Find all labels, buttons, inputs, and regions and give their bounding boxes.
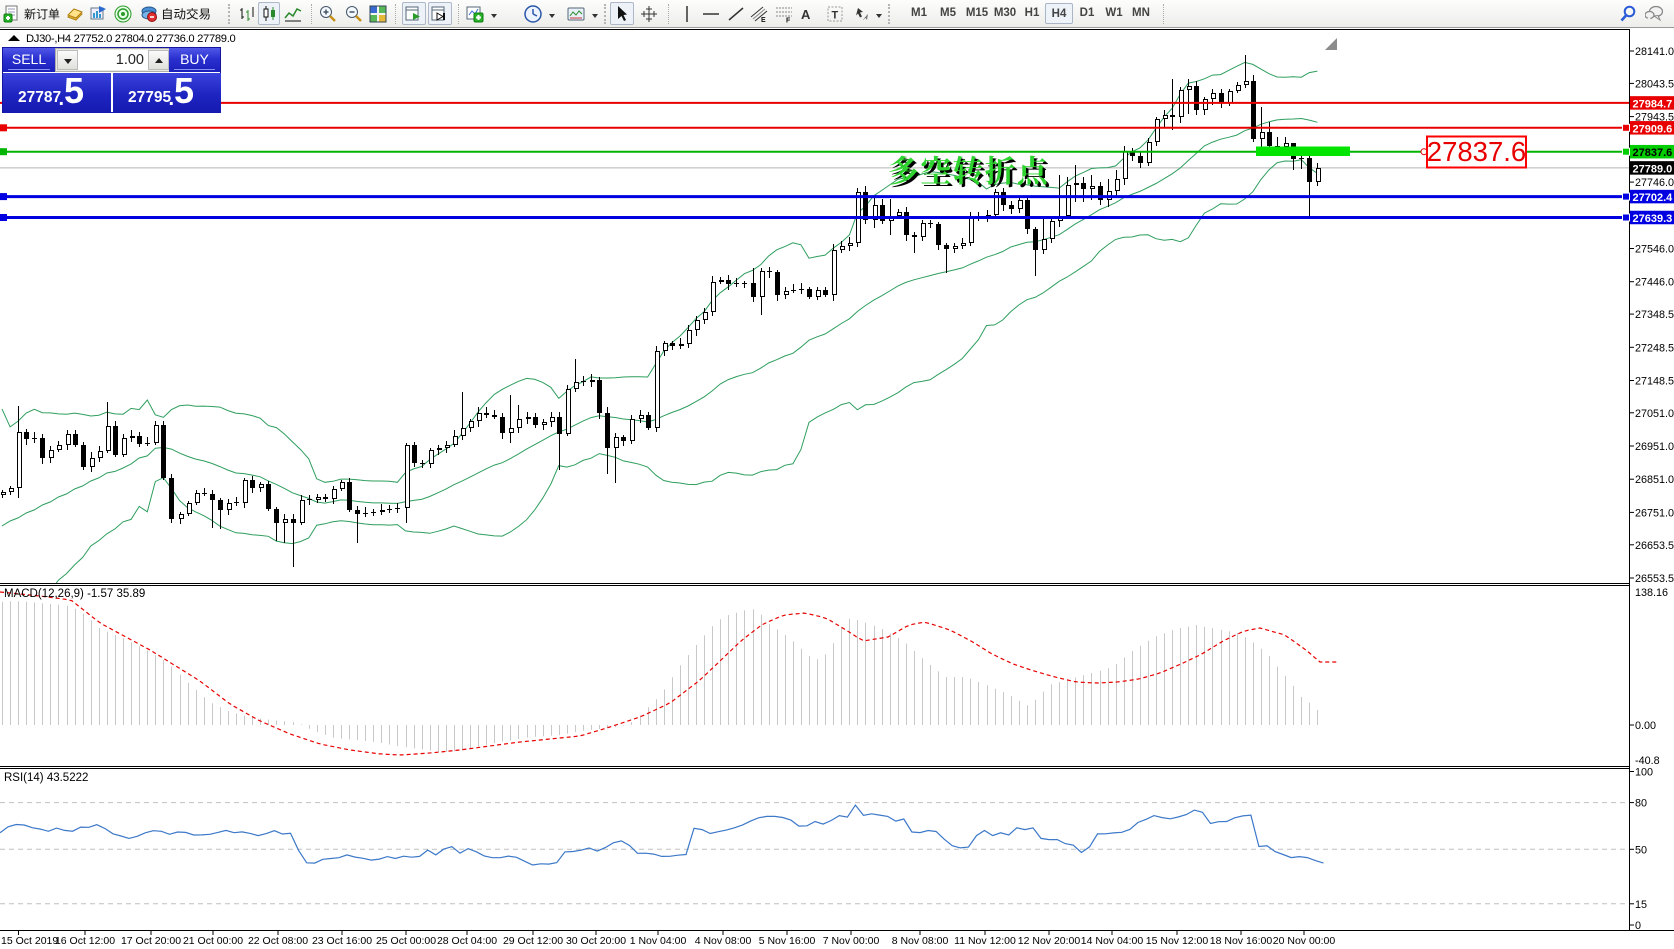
svg-text:16 Oct 12:00: 16 Oct 12:00 bbox=[55, 935, 115, 947]
svg-text:0: 0 bbox=[1635, 920, 1641, 932]
svg-text:27746.0: 27746.0 bbox=[1635, 177, 1674, 189]
svg-text:DJ30-,H4 27752.0 27804.0 2773: DJ30-,H4 27752.0 27804.0 27736.0 27789.0 bbox=[26, 33, 236, 45]
svg-text:15 Oct 2019: 15 Oct 2019 bbox=[1, 935, 58, 947]
svg-text:14 Nov 04:00: 14 Nov 04:00 bbox=[1081, 935, 1144, 947]
svg-text:27446.0: 27446.0 bbox=[1635, 277, 1674, 289]
svg-text:138.16: 138.16 bbox=[1635, 587, 1668, 599]
svg-text:T: T bbox=[832, 10, 839, 22]
svg-text:26653.5: 26653.5 bbox=[1635, 540, 1674, 552]
svg-text:27546.0: 27546.0 bbox=[1635, 244, 1674, 256]
svg-text:100: 100 bbox=[1635, 767, 1653, 779]
svg-text:27837.6: 27837.6 bbox=[1633, 147, 1673, 159]
svg-text:27348.5: 27348.5 bbox=[1635, 309, 1674, 321]
svg-text:E: E bbox=[761, 17, 766, 23]
svg-text:27789.0: 27789.0 bbox=[1633, 163, 1673, 175]
svg-text:1 Nov 04:00: 1 Nov 04:00 bbox=[630, 935, 687, 947]
svg-text:27909.6: 27909.6 bbox=[1633, 123, 1673, 135]
svg-text:15: 15 bbox=[1635, 899, 1647, 911]
svg-text:50: 50 bbox=[1635, 844, 1647, 856]
svg-text:28 Oct 04:00: 28 Oct 04:00 bbox=[437, 935, 497, 947]
svg-text:21 Oct 00:00: 21 Oct 00:00 bbox=[183, 935, 243, 947]
svg-text:7 Nov 00:00: 7 Nov 00:00 bbox=[823, 935, 880, 947]
svg-text:RSI(14) 43.5222: RSI(14) 43.5222 bbox=[4, 772, 88, 784]
svg-text:27702.4: 27702.4 bbox=[1633, 192, 1674, 204]
svg-text:23 Oct 16:00: 23 Oct 16:00 bbox=[312, 935, 372, 947]
svg-text:30 Oct 20:00: 30 Oct 20:00 bbox=[566, 935, 626, 947]
svg-text:0.00: 0.00 bbox=[1635, 720, 1656, 732]
svg-text:4 Nov 08:00: 4 Nov 08:00 bbox=[695, 935, 752, 947]
svg-text:17 Oct 20:00: 17 Oct 20:00 bbox=[121, 935, 181, 947]
svg-text:22 Oct 08:00: 22 Oct 08:00 bbox=[248, 935, 308, 947]
svg-text:11 Nov 12:00: 11 Nov 12:00 bbox=[954, 935, 1016, 947]
svg-text:26951.0: 26951.0 bbox=[1635, 441, 1674, 453]
svg-text:26751.0: 26751.0 bbox=[1635, 507, 1674, 519]
svg-text:8 Nov 08:00: 8 Nov 08:00 bbox=[892, 935, 949, 947]
svg-text:12 Nov 20:00: 12 Nov 20:00 bbox=[1018, 935, 1081, 947]
svg-text:29 Oct 12:00: 29 Oct 12:00 bbox=[503, 935, 563, 947]
svg-text:28141.0: 28141.0 bbox=[1635, 46, 1674, 58]
svg-text:27837.6: 27837.6 bbox=[1427, 136, 1526, 167]
svg-text:27051.0: 27051.0 bbox=[1635, 408, 1674, 420]
svg-text:27248.5: 27248.5 bbox=[1635, 342, 1674, 354]
svg-text:5 Nov 16:00: 5 Nov 16:00 bbox=[759, 935, 816, 947]
svg-text:28043.5: 28043.5 bbox=[1635, 78, 1674, 90]
svg-text:27984.7: 27984.7 bbox=[1633, 98, 1673, 110]
svg-text:18 Nov 16:00: 18 Nov 16:00 bbox=[1210, 935, 1273, 947]
svg-text:26553.5: 26553.5 bbox=[1635, 573, 1674, 585]
svg-text:80: 80 bbox=[1635, 798, 1647, 810]
svg-text:F: F bbox=[786, 18, 791, 24]
svg-text:20 Nov 00:00: 20 Nov 00:00 bbox=[1273, 935, 1336, 947]
svg-text:26851.0: 26851.0 bbox=[1635, 474, 1674, 486]
svg-text:MACD(12,26,9) -1.57 35.89: MACD(12,26,9) -1.57 35.89 bbox=[4, 588, 145, 600]
svg-text:27148.5: 27148.5 bbox=[1635, 376, 1674, 388]
svg-text:-40.8: -40.8 bbox=[1635, 755, 1660, 767]
svg-text:25 Oct 00:00: 25 Oct 00:00 bbox=[376, 935, 436, 947]
svg-text:15 Nov 12:00: 15 Nov 12:00 bbox=[1146, 935, 1209, 947]
svg-text:27639.3: 27639.3 bbox=[1633, 213, 1673, 225]
svg-text:27943.5: 27943.5 bbox=[1635, 112, 1674, 124]
